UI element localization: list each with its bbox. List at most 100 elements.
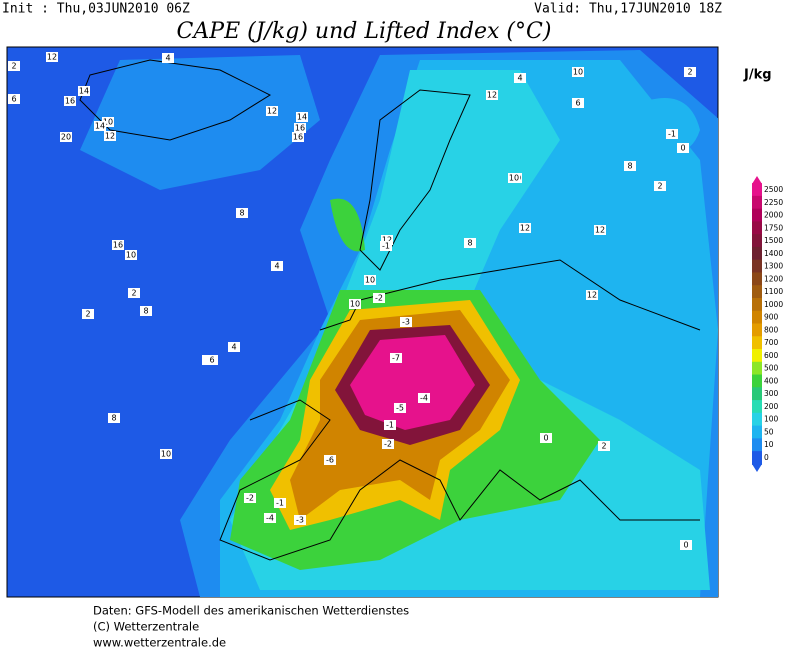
contour-label: 0	[543, 434, 548, 443]
colorbar-swatch	[752, 195, 762, 210]
contour-label-box	[540, 433, 552, 443]
contour-label: 4	[165, 54, 170, 63]
contour-label-box	[373, 293, 385, 303]
contour-label-box	[140, 306, 152, 316]
contour-label: -3	[402, 318, 410, 327]
contour-label-box	[64, 96, 76, 106]
colorbar-swatch	[752, 323, 762, 338]
contour-label-box	[684, 67, 696, 77]
colorbar-swatch	[752, 349, 762, 363]
colorbar-label: 900	[764, 313, 779, 322]
contour-label: 14	[79, 87, 89, 96]
contour-label: 10	[365, 276, 375, 285]
contour-label-box	[271, 261, 283, 271]
colorbar-label: 1300	[764, 262, 783, 271]
contour-labels: 12 426 16142010121416108216161214124210612…	[8, 52, 696, 550]
contour-label-box	[162, 53, 174, 63]
contour-label-box	[324, 455, 336, 465]
contour-label: -1	[668, 130, 676, 139]
contour-label-box	[8, 94, 20, 104]
contour-label: 2	[85, 310, 90, 319]
contour-label-box	[394, 403, 406, 413]
colorbar-label: 100	[764, 415, 779, 424]
contour-label-box	[654, 181, 666, 191]
colorbar-swatch	[752, 297, 762, 312]
contour-label-box	[464, 238, 476, 248]
contour-label: -3	[296, 516, 304, 525]
colorbar-label: 1400	[764, 249, 783, 258]
contour-label: 16	[293, 133, 303, 142]
contour-label-box	[380, 241, 392, 251]
contour-label-box	[677, 143, 689, 153]
contour-label: -2	[246, 494, 254, 503]
contour-label-box	[46, 52, 58, 62]
contour-label: 16	[113, 241, 123, 250]
contour-label-box	[384, 420, 396, 430]
contour-label-box	[364, 275, 376, 285]
contour-label: 12	[105, 132, 115, 141]
contour-label-box	[390, 353, 402, 363]
footer-line: www.wetterzentrale.de	[93, 636, 226, 648]
contour-label-box	[102, 117, 114, 127]
contour-label: 10	[573, 68, 583, 77]
map-title: CAPE (J/kg) und Lifted Index (°C)	[177, 19, 552, 44]
contour-label: 6	[11, 95, 16, 104]
valid-time: Valid: Thu,17JUN2010 18Z	[534, 2, 722, 17]
field-2500	[350, 335, 475, 430]
contour-label-box	[60, 132, 72, 142]
contour-label: -6	[326, 456, 334, 465]
contour-label-box	[292, 132, 304, 142]
colorbar-swatch	[752, 374, 762, 389]
contour-label: 2	[687, 68, 692, 77]
coastline	[79, 59, 272, 141]
contour-label-box	[508, 173, 520, 183]
contour-label: 12	[267, 107, 277, 116]
contour-label: -5	[396, 404, 404, 413]
colorbar-swatch	[752, 272, 762, 287]
contour-label-box	[666, 129, 678, 139]
contour-label: 2	[657, 182, 662, 191]
contour-label-box	[160, 449, 172, 459]
contour-label: 8	[239, 209, 244, 218]
contour-label: 10	[350, 300, 360, 309]
contour-label-box	[519, 223, 531, 233]
contour-label-box	[264, 513, 276, 523]
contour-label: -1	[382, 242, 390, 251]
contour-label: 16	[65, 97, 75, 106]
contour-label: 12	[487, 91, 497, 100]
colorbar-swatch	[752, 336, 762, 351]
footer-line: (C) Wetterzentrale	[93, 620, 199, 634]
legend-unit: J/kg	[743, 68, 772, 83]
contour-label: 0	[683, 541, 688, 550]
contour-label: -4	[420, 394, 428, 403]
contour-label-box	[572, 67, 584, 77]
contour-label: 12	[595, 226, 605, 235]
contour-label: -2	[375, 294, 383, 303]
contour-label-box	[108, 413, 120, 423]
colorbar-label: 2500	[764, 185, 783, 194]
colorbar-label: 1500	[764, 236, 783, 245]
colorbar-label: 800	[764, 325, 779, 334]
colorbar-label: 700	[764, 338, 779, 347]
contour-label-box	[78, 86, 90, 96]
contour-label: 2	[601, 442, 606, 451]
colorbar-arrow	[752, 176, 762, 184]
coastline	[359, 89, 471, 271]
colorbar-swatch	[752, 387, 762, 402]
colorbar-swatch	[752, 425, 762, 440]
contour-label: 4	[274, 262, 279, 271]
contour-label: -2	[384, 440, 392, 449]
contour-label-box	[486, 90, 498, 100]
colorbar-swatch	[752, 234, 762, 248]
field-10	[80, 55, 320, 190]
contour-label: 14	[95, 122, 105, 131]
contour-label-box	[680, 540, 692, 550]
colorbar-label: 50	[764, 427, 774, 436]
contour-label: -1	[386, 421, 394, 430]
coastlines	[79, 59, 701, 561]
contour-label: 2	[131, 289, 136, 298]
colorbar-swatch	[752, 285, 762, 299]
contour-label: 6	[575, 99, 580, 108]
